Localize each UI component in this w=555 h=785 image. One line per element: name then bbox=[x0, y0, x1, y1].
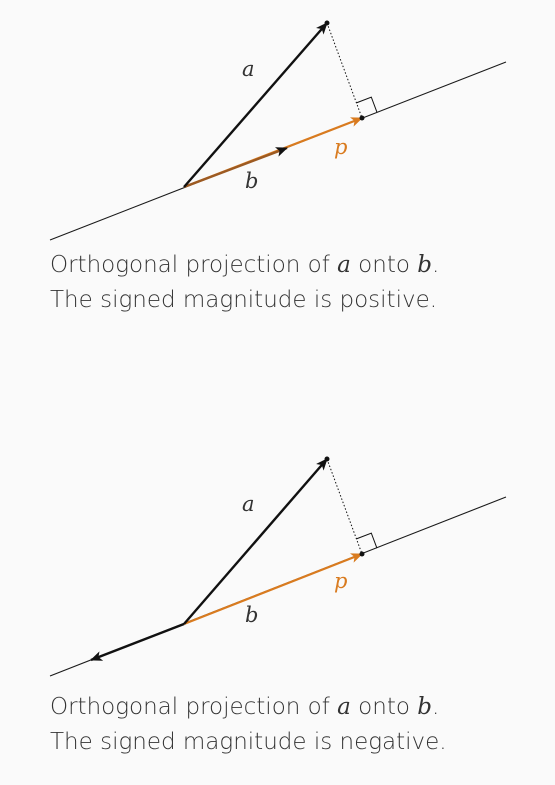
caption-period: . bbox=[431, 252, 440, 278]
foot-point-p bbox=[359, 551, 365, 557]
label-b: b bbox=[245, 169, 258, 193]
caption-text: Orthogonal projection of bbox=[50, 694, 330, 720]
caption-text: Orthogonal projection of bbox=[50, 252, 330, 278]
caption-line-1: Orthogonal projection of a onto b. bbox=[50, 248, 439, 283]
foot-point-p bbox=[359, 115, 365, 121]
caption-var-b: b bbox=[417, 252, 432, 278]
panel-negative: a b p bbox=[49, 456, 507, 677]
caption-positive: Orthogonal projection of a onto b. The s… bbox=[50, 248, 439, 318]
caption-negative: Orthogonal projection of a onto b. The s… bbox=[50, 690, 447, 760]
label-p: p bbox=[334, 569, 347, 593]
label-a: a bbox=[242, 57, 255, 81]
caption-text: onto bbox=[358, 694, 410, 720]
projection-vector-p bbox=[183, 552, 363, 626]
caption-var-a: a bbox=[337, 252, 351, 278]
tip-point-a bbox=[324, 456, 330, 462]
caption-line-2: The signed magnitude is positive. bbox=[50, 287, 438, 313]
vector-a bbox=[183, 22, 328, 188]
vector-a bbox=[183, 458, 328, 625]
perpendicular-dotted bbox=[326, 22, 363, 119]
panel-positive: a b p bbox=[49, 20, 507, 241]
label-b: b bbox=[245, 603, 258, 627]
tip-point-a bbox=[324, 20, 330, 26]
vector-b bbox=[183, 146, 288, 189]
perpendicular-dotted bbox=[326, 458, 363, 555]
caption-period: . bbox=[431, 694, 440, 720]
right-angle-marker bbox=[356, 96, 378, 113]
caption-line-2: The signed magnitude is negative. bbox=[50, 729, 447, 755]
vector-b bbox=[90, 622, 185, 662]
caption-var-a: a bbox=[337, 694, 351, 720]
label-p: p bbox=[334, 135, 347, 159]
caption-var-b: b bbox=[417, 694, 432, 720]
right-angle-marker bbox=[356, 532, 378, 549]
caption-line-1: Orthogonal projection of a onto b. bbox=[50, 690, 447, 725]
caption-text: onto bbox=[358, 252, 410, 278]
label-a: a bbox=[242, 492, 255, 516]
